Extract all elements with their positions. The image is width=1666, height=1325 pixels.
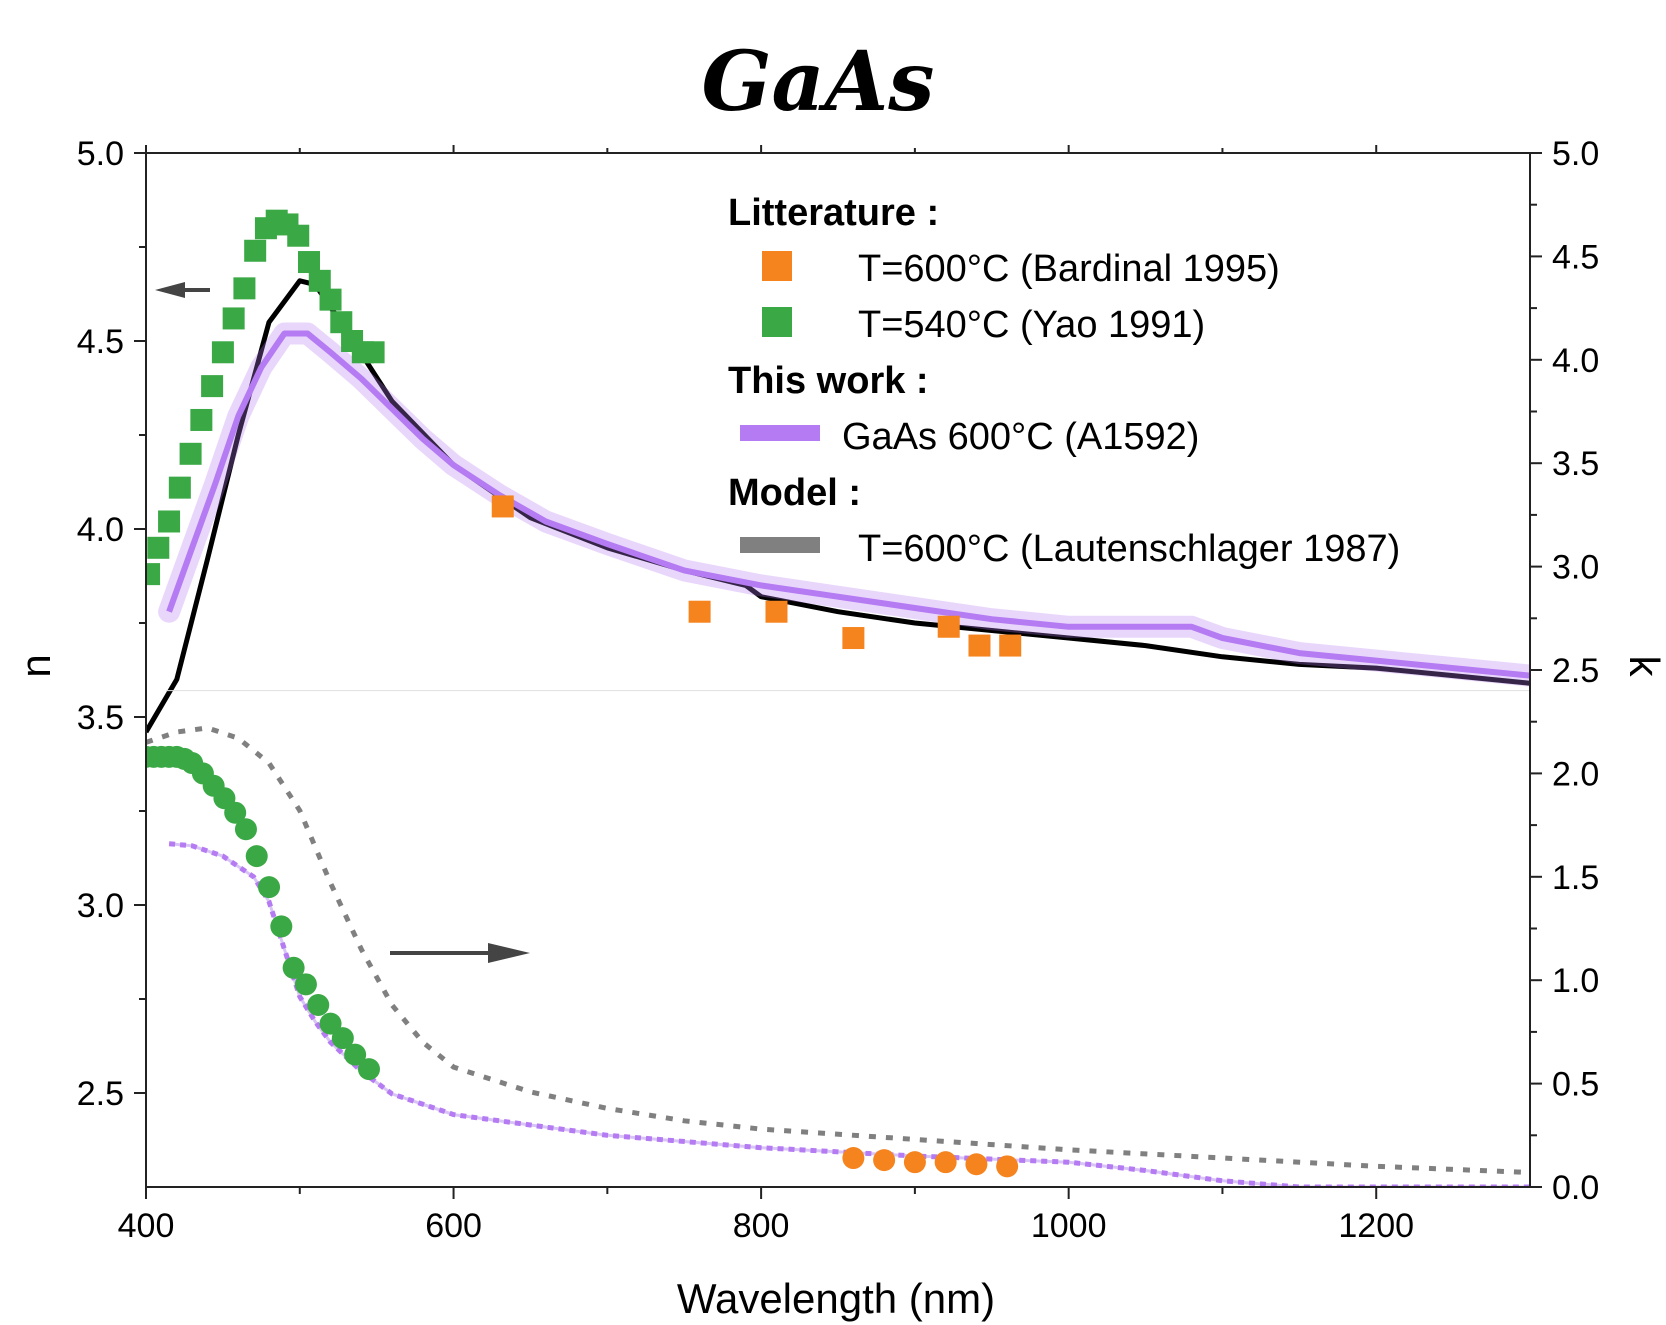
series-n-t-540-c-yao-1991-point-1	[147, 536, 170, 559]
series-n-t-600-c-bardinal-1995-point-5	[968, 634, 991, 657]
legend-marker-t-600-c-bardinal-1995	[762, 251, 792, 281]
legend-marker-t-540-c-yao-1991	[762, 307, 792, 337]
y-left-tick-label-4.5: 4.5	[77, 323, 124, 361]
series-n-t-540-c-yao-1991-point-0	[146, 563, 161, 586]
series-k-gaas-600-c-a1592-line	[168, 841, 1530, 1187]
data-group	[146, 209, 1530, 1187]
plot-frame	[145, 152, 1531, 1188]
y-right-tick-label-4.0: 4.0	[1552, 342, 1599, 380]
chart-title: GaAs	[702, 34, 935, 130]
series-n-t-540-c-yao-1991-point-7	[211, 341, 234, 364]
series-k-t-540-c-yao-1991-point-15	[282, 956, 305, 979]
y-right-tick-label-0.0: 0.0	[1552, 1169, 1599, 1207]
series-k-t-540-c-yao-1991-point-18	[319, 1012, 342, 1035]
series-n-t-540-c-yao-1991-point-5	[190, 408, 213, 431]
legend-label-t-540-c-yao-1991: T=540°C (Yao 1991)	[858, 304, 1205, 346]
legend-marker-gaas-600-c-a1592	[740, 425, 820, 441]
y-left-tick-label-2.5: 2.5	[77, 1075, 124, 1113]
x-axis-title: Wavelength (nm)	[677, 1275, 995, 1322]
series-k-t-540-c-yao-1991-point-16	[294, 973, 317, 996]
series-n-t-600-c-bardinal-1995-point-1	[688, 600, 711, 623]
axes: 400 600 800 1000 1200 2.5 3.0 3.5 4.0 4.5 5.0 0.0 0.…	[77, 135, 1600, 1245]
legend-label-t-600-c-bardinal-1995: T=600°C (Bardinal 1995)	[858, 248, 1280, 290]
y-axis-right-title: k	[1621, 656, 1666, 678]
series-k-t-540-c-yao-1991-point-10	[224, 801, 247, 824]
legend-marker-t-600-c-lautenschlager-1987	[740, 537, 820, 553]
series-n-t-540-c-yao-1991-point-18	[330, 311, 353, 334]
arrow-right-head	[488, 943, 530, 963]
y-right-tick-label-3.5: 3.5	[1552, 445, 1599, 483]
series-k-t-540-c-yao-1991-point-19	[331, 1027, 354, 1050]
series-n-t-540-c-yao-1991-point-6	[201, 375, 224, 398]
x-tick-label-400: 400	[118, 1207, 175, 1245]
y-right-tick-label-1.5: 1.5	[1552, 859, 1599, 897]
legend-label-t-600-c-lautenschlager-1987: T=600°C (Lautenschlager 1987)	[858, 528, 1400, 570]
series-k-gaas-600-c-a1592-line-shadow	[168, 842, 1530, 1187]
series-n-t-540-c-yao-1991-point-3	[168, 476, 191, 499]
series-n-t-540-c-yao-1991-point-16	[308, 269, 331, 292]
legend: Litterature : T=600°C (Bardinal 1995) T=54…	[728, 192, 1400, 570]
arrow-right-annotation	[390, 943, 530, 963]
y-right-tick-label-0.5: 0.5	[1552, 1066, 1599, 1104]
series-n-t-600-c-bardinal-1995-point-4	[937, 615, 960, 638]
series-n-t-540-c-yao-1991-point-17	[319, 288, 342, 311]
series-n-t-600-c-bardinal-1995-point-6	[999, 634, 1022, 657]
series-k-t-600-c-lautenschlager-1987-line	[146, 725, 1530, 1175]
plot-area	[146, 209, 1530, 1187]
series-n-t-540-c-yao-1991-point-4	[179, 442, 202, 465]
y-right-tick-label-5.0: 5.0	[1552, 135, 1599, 173]
y-right-tick-label-2.5: 2.5	[1552, 652, 1599, 690]
series-k-t-540-c-yao-1991-point-14	[270, 915, 293, 938]
y-right-tick-label-3.0: 3.0	[1552, 549, 1599, 587]
arrow-left-head	[155, 282, 185, 298]
series-k-t-600-c-bardinal-1995-point-3	[934, 1151, 957, 1174]
legend-heading-this-work: This work :	[728, 360, 929, 402]
series-k-t-600-c-bardinal-1995-point-1	[873, 1149, 896, 1172]
series-k-t-600-c-bardinal-1995-point-0	[842, 1147, 865, 1170]
y-right-tick-label-4.5: 4.5	[1552, 238, 1599, 276]
series-n-t-600-c-bardinal-1995-point-0	[491, 495, 514, 518]
series-n-t-540-c-yao-1991-point-10	[244, 239, 267, 262]
x-tick-label-600: 600	[425, 1207, 482, 1245]
series-k-t-540-c-yao-1991-point-20	[344, 1043, 367, 1066]
y-axis-left-title: n	[12, 654, 59, 677]
series-k-t-540-c-yao-1991-point-11	[234, 818, 257, 841]
y-left-tick-label-3.5: 3.5	[77, 699, 124, 737]
series-n-t-600-c-bardinal-1995-point-2	[765, 600, 788, 623]
y-left-tick-label-4.0: 4.0	[77, 511, 124, 549]
x-tick-label-800: 800	[733, 1207, 790, 1245]
series-n-t-600-c-bardinal-1995-point-3	[842, 627, 865, 650]
x-tick-label-1000: 1000	[1031, 1207, 1107, 1245]
series-k-t-540-c-yao-1991-point-17	[307, 994, 330, 1017]
series-n-t-540-c-yao-1991-point-15	[298, 251, 321, 274]
legend-heading-litterature: Litterature :	[728, 192, 939, 234]
series-k-t-600-c-bardinal-1995-point-2	[903, 1151, 926, 1174]
legend-label-gaas-600-c-a1592: GaAs 600°C (A1592)	[842, 416, 1199, 458]
legend-heading-model: Model :	[728, 472, 861, 514]
y-right-tick-label-1.0: 1.0	[1552, 962, 1599, 1000]
series-n-t-540-c-yao-1991-point-21	[362, 341, 385, 364]
series-k-t-540-c-yao-1991-point-21	[357, 1058, 380, 1081]
series-k-t-540-c-yao-1991-point-12	[245, 845, 268, 868]
series-k-t-600-c-bardinal-1995-point-4	[965, 1153, 988, 1176]
arrow-left-annotation	[155, 282, 210, 298]
series-n-t-540-c-yao-1991-point-9	[233, 277, 256, 300]
series-k-t-540-c-yao-1991-point-13	[258, 876, 281, 899]
series-n-gaas-600-c-a1592-line	[166, 330, 1530, 679]
series-n-t-540-c-yao-1991-point-8	[222, 307, 245, 330]
y-left-tick-label-5.0: 5.0	[77, 135, 124, 173]
series-k-t-600-c-bardinal-1995-point-5	[996, 1155, 1019, 1178]
y-left-tick-label-3.0: 3.0	[77, 887, 124, 925]
series-n-t-540-c-yao-1991-point-2	[158, 510, 181, 533]
y-right-tick-label-2.0: 2.0	[1552, 755, 1599, 793]
series-n-t-540-c-yao-1991-point-14	[287, 224, 310, 247]
x-tick-label-1200: 1200	[1338, 1207, 1414, 1245]
